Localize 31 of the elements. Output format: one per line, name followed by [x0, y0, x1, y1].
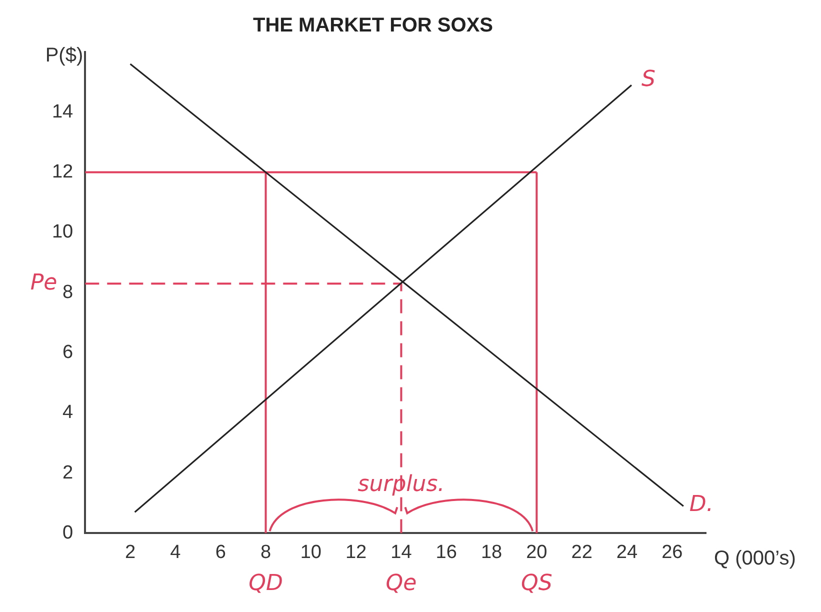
annotation: QS — [521, 570, 552, 596]
y-tick-label: 14 — [52, 101, 74, 122]
annotation: QD — [248, 570, 283, 596]
x-tick-label: 16 — [436, 542, 457, 563]
annotation: S — [641, 66, 656, 92]
x-tick-label: 10 — [300, 542, 322, 563]
annotation: D. — [689, 492, 714, 517]
y-tick-label: 4 — [62, 402, 74, 424]
y-tick-label: 6 — [62, 342, 74, 363]
y-tick-label: 10 — [52, 222, 74, 243]
x-tick-label: 26 — [662, 542, 683, 563]
y-tick-label: 12 — [52, 162, 74, 183]
x-tick-label: 4 — [170, 542, 182, 563]
annotation: surplus. — [358, 472, 445, 497]
x-axis-title: Q (000’s) — [714, 548, 796, 570]
y-tick-label: 8 — [62, 282, 74, 303]
annotation: Qe — [386, 570, 417, 596]
y-axis-title: P($) — [45, 44, 84, 67]
x-tick-label: 14 — [390, 542, 412, 563]
x-tick-label: 6 — [215, 542, 226, 563]
y-tick-label: 0 — [62, 522, 74, 544]
x-tick-label: 20 — [526, 542, 548, 563]
x-tick-label: 8 — [260, 542, 272, 563]
x-tick-label: 22 — [571, 542, 592, 563]
y-tick-label: 2 — [62, 462, 74, 484]
x-tick-label: 2 — [125, 542, 136, 563]
x-tick-label: 12 — [345, 542, 367, 563]
annotation: Pe — [30, 270, 58, 296]
x-tick-label: 24 — [616, 542, 638, 563]
x-tick-label: 18 — [480, 542, 502, 563]
chart-title: THE MARKET FOR SOXS — [252, 14, 494, 37]
